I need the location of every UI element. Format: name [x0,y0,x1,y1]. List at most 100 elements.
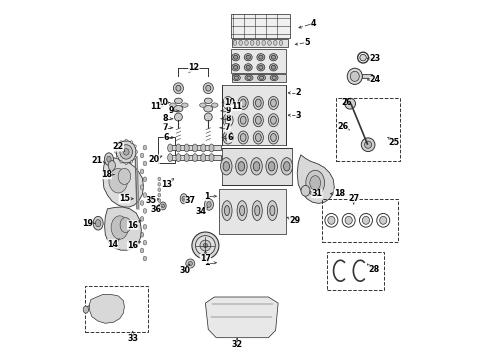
Ellipse shape [269,131,278,144]
Ellipse shape [134,157,136,159]
Ellipse shape [204,113,212,121]
Ellipse shape [350,71,359,81]
Bar [232,74,286,82]
Text: 3: 3 [295,111,301,120]
Ellipse shape [180,194,187,204]
Ellipse shape [259,66,263,69]
Ellipse shape [109,168,127,193]
Ellipse shape [262,40,266,45]
Ellipse shape [238,114,248,127]
Ellipse shape [225,116,231,124]
Ellipse shape [186,259,195,268]
Ellipse shape [201,144,206,152]
Ellipse shape [143,161,147,166]
Ellipse shape [173,83,183,94]
Ellipse shape [257,64,265,71]
Ellipse shape [158,204,161,208]
Text: 11: 11 [150,102,161,111]
Polygon shape [104,207,141,250]
Ellipse shape [223,162,229,171]
Ellipse shape [176,144,181,152]
Ellipse shape [222,201,232,220]
Bar [158,137,175,163]
Ellipse shape [204,199,214,210]
Ellipse shape [269,162,275,171]
Ellipse shape [209,154,214,162]
Ellipse shape [240,134,246,141]
Text: 26: 26 [341,98,352,107]
Text: 7: 7 [162,123,168,132]
Ellipse shape [253,131,263,144]
Polygon shape [103,158,144,207]
Text: 8: 8 [162,114,168,123]
Text: 15: 15 [119,194,130,203]
Ellipse shape [279,40,283,45]
Ellipse shape [143,225,147,229]
Ellipse shape [120,161,122,163]
Ellipse shape [212,103,218,107]
Ellipse shape [236,158,247,175]
Ellipse shape [120,141,122,143]
Ellipse shape [143,145,147,150]
Ellipse shape [252,201,262,220]
Text: 13: 13 [161,180,172,189]
Ellipse shape [270,116,276,124]
Ellipse shape [200,240,211,251]
Ellipse shape [184,154,189,162]
Text: 31: 31 [312,189,322,198]
Ellipse shape [118,168,131,185]
Ellipse shape [238,131,248,144]
Ellipse shape [107,156,111,162]
Ellipse shape [209,144,214,152]
Ellipse shape [143,177,147,182]
Bar [362,74,372,78]
Ellipse shape [176,85,181,91]
Text: 23: 23 [370,54,381,63]
Text: 9: 9 [226,107,232,116]
Ellipse shape [193,144,197,152]
Ellipse shape [270,99,276,107]
Ellipse shape [256,40,260,45]
Ellipse shape [233,66,238,69]
Ellipse shape [203,243,208,248]
Text: 14: 14 [107,240,118,248]
Ellipse shape [168,154,172,162]
Ellipse shape [120,145,132,159]
Ellipse shape [193,154,197,162]
Ellipse shape [174,105,183,112]
Ellipse shape [269,96,278,109]
Ellipse shape [182,103,188,107]
Ellipse shape [238,162,245,171]
Ellipse shape [102,302,113,315]
Ellipse shape [140,201,144,206]
Ellipse shape [120,217,131,233]
Polygon shape [297,155,334,203]
Ellipse shape [160,202,166,210]
Ellipse shape [270,206,275,216]
Text: 30: 30 [179,266,190,275]
Ellipse shape [140,185,144,190]
Ellipse shape [143,240,147,245]
Text: 21: 21 [92,156,103,165]
Ellipse shape [203,83,213,94]
Ellipse shape [239,40,243,45]
Ellipse shape [238,96,248,109]
Bar [327,252,384,290]
Ellipse shape [111,216,128,239]
Ellipse shape [237,201,247,220]
Text: 24: 24 [370,76,381,85]
Ellipse shape [306,170,324,195]
Ellipse shape [158,183,161,186]
Text: 32: 32 [231,341,243,349]
Ellipse shape [168,144,172,152]
Ellipse shape [140,248,144,253]
Ellipse shape [255,206,260,216]
Bar [85,286,148,332]
Ellipse shape [223,114,233,127]
Ellipse shape [301,185,310,196]
Ellipse shape [158,177,161,181]
Ellipse shape [130,141,132,143]
Ellipse shape [255,99,261,107]
Ellipse shape [224,206,229,216]
Ellipse shape [123,149,129,155]
